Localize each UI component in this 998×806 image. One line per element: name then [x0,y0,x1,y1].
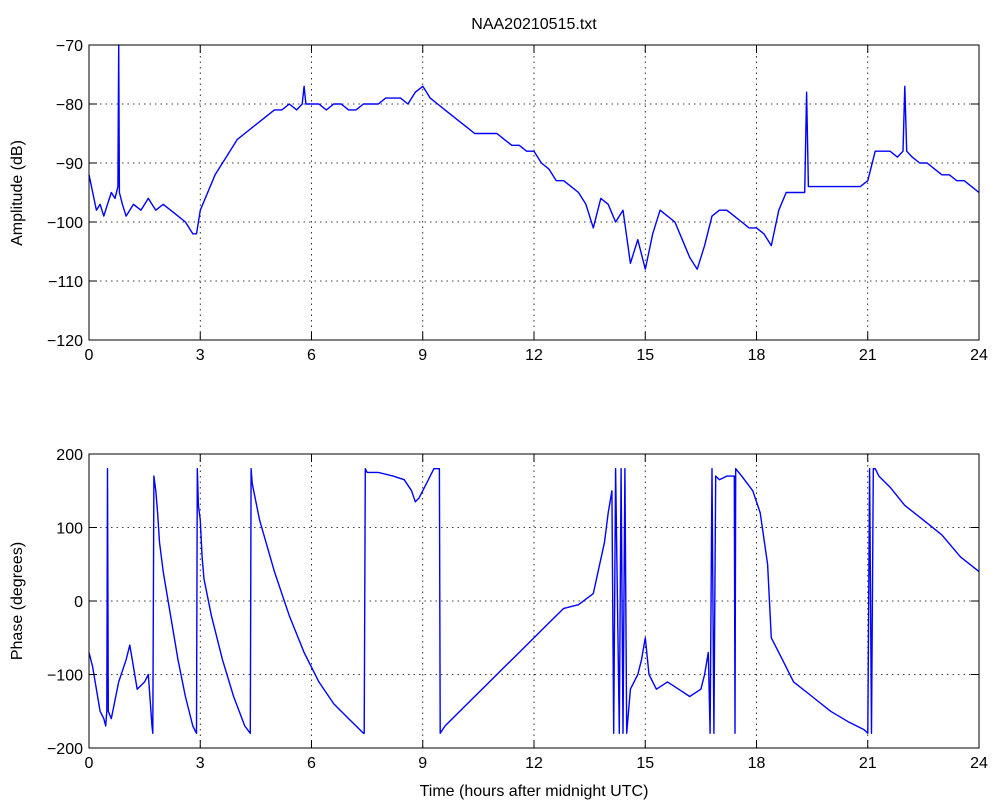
phase-y-tick-label: −200 [47,741,83,758]
amplitude-x-tick-label: 12 [525,347,543,364]
phase-x-tick-label: 9 [418,755,427,772]
phase-x-axis-label: Time (hours after midnight UTC) [420,783,649,800]
phase-x-tick-label: 21 [859,755,877,772]
phase-x-tick-label: 6 [307,755,316,772]
phase-x-tick-label: 12 [525,755,543,772]
phase-x-tick-label: 0 [85,755,94,772]
phase-y-axis-label: Phase (degrees) [9,542,26,660]
amplitude-y-tick-label: −110 [48,274,83,291]
amplitude-x-tick-label: 6 [307,347,316,364]
amplitude-x-tick-label: 15 [636,347,654,364]
phase-x-tick-label: 18 [748,755,766,772]
amplitude-line [88,44,980,270]
amplitude-x-tick-label: 24 [970,347,988,364]
amplitude-panel: NAA20210515.txt 0 3 6 9 12 15 18 21 24 −120 −110 −1… [9,16,988,364]
amplitude-x-tick-label: 18 [748,347,766,364]
phase-panel: 0 3 6 9 12 15 18 21 24 −200 −100 0 100 200 Phase (deg… [9,447,988,800]
phase-series [88,468,980,734]
amplitude-x-tick-label: 3 [196,347,205,364]
phase-y-tick-label: 100 [56,521,83,538]
amplitude-y-tick-label: −70 [56,38,83,55]
phase-y-tick-label: 0 [74,594,83,611]
phase-line [88,468,980,734]
phase-x-tick-label: 24 [970,755,988,772]
amplitude-x-tick-label: 0 [85,347,94,364]
amplitude-y-tick-label: −100 [47,215,83,232]
amplitude-y-tick-label: −120 [47,333,83,350]
phase-y-tick-label: −100 [47,668,83,685]
amplitude-x-tick-label: 21 [859,347,877,364]
phase-x-tick-label: 15 [636,755,654,772]
phase-ticks: 0 3 6 9 12 15 18 21 24 −200 −100 0 100 200 [47,447,988,772]
amplitude-y-axis-label: Amplitude (dB) [9,140,26,246]
phase-x-tick-label: 3 [196,755,205,772]
amplitude-x-tick-label: 9 [418,347,427,364]
amplitude-series [88,44,980,270]
amplitude-title: NAA20210515.txt [471,16,597,33]
amplitude-ticks: 0 3 6 9 12 15 18 21 24 −120 −110 −100 −90 −80 −70 [47,38,988,364]
phase-y-tick-label: 200 [56,447,83,464]
amplitude-y-tick-label: −90 [56,156,83,173]
amplitude-y-tick-label: −80 [56,97,83,114]
